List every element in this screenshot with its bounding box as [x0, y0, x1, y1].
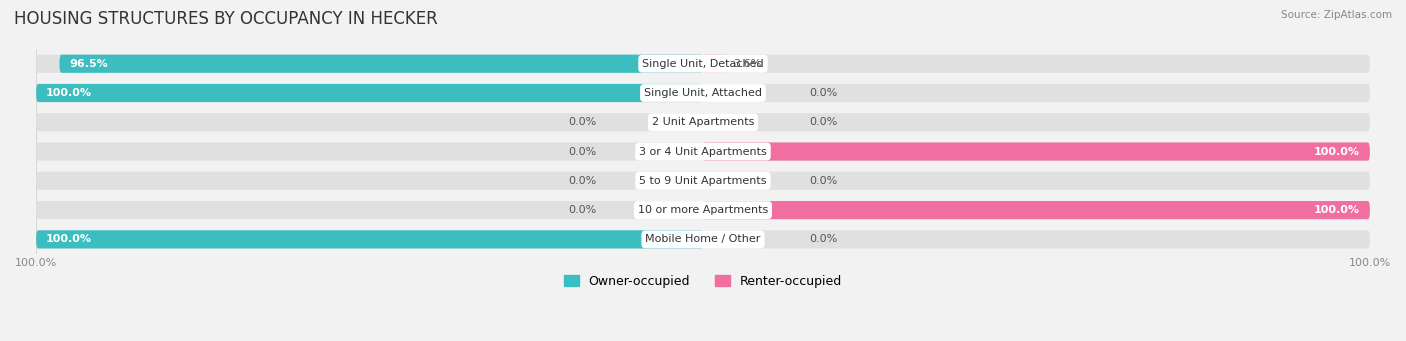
Text: 0.0%: 0.0%: [810, 234, 838, 244]
Text: HOUSING STRUCTURES BY OCCUPANCY IN HECKER: HOUSING STRUCTURES BY OCCUPANCY IN HECKE…: [14, 10, 437, 28]
Text: 3 or 4 Unit Apartments: 3 or 4 Unit Apartments: [640, 147, 766, 157]
Text: 100.0%: 100.0%: [46, 88, 93, 98]
Text: 0.0%: 0.0%: [810, 88, 838, 98]
Text: 2 Unit Apartments: 2 Unit Apartments: [652, 117, 754, 127]
Text: 3.6%: 3.6%: [734, 59, 762, 69]
Text: 0.0%: 0.0%: [568, 176, 596, 186]
FancyBboxPatch shape: [59, 55, 703, 73]
FancyBboxPatch shape: [37, 143, 1369, 161]
FancyBboxPatch shape: [37, 113, 1369, 131]
Text: 5 to 9 Unit Apartments: 5 to 9 Unit Apartments: [640, 176, 766, 186]
Text: Mobile Home / Other: Mobile Home / Other: [645, 234, 761, 244]
FancyBboxPatch shape: [37, 201, 1369, 219]
Text: Source: ZipAtlas.com: Source: ZipAtlas.com: [1281, 10, 1392, 20]
FancyBboxPatch shape: [37, 230, 1369, 249]
Text: 100.0%: 100.0%: [1313, 147, 1360, 157]
FancyBboxPatch shape: [37, 55, 1369, 73]
FancyBboxPatch shape: [37, 230, 703, 249]
Text: 0.0%: 0.0%: [810, 176, 838, 186]
Text: 0.0%: 0.0%: [568, 205, 596, 215]
FancyBboxPatch shape: [703, 143, 1369, 161]
Text: 10 or more Apartments: 10 or more Apartments: [638, 205, 768, 215]
FancyBboxPatch shape: [703, 201, 1369, 219]
Text: 96.5%: 96.5%: [69, 59, 108, 69]
FancyBboxPatch shape: [37, 84, 703, 102]
FancyBboxPatch shape: [703, 55, 727, 73]
Text: 100.0%: 100.0%: [1313, 205, 1360, 215]
Text: Single Unit, Attached: Single Unit, Attached: [644, 88, 762, 98]
FancyBboxPatch shape: [37, 172, 1369, 190]
Text: 0.0%: 0.0%: [568, 147, 596, 157]
Text: 0.0%: 0.0%: [810, 117, 838, 127]
Text: 100.0%: 100.0%: [46, 234, 93, 244]
Legend: Owner-occupied, Renter-occupied: Owner-occupied, Renter-occupied: [558, 270, 848, 293]
Text: 0.0%: 0.0%: [568, 117, 596, 127]
FancyBboxPatch shape: [37, 84, 1369, 102]
Text: Single Unit, Detached: Single Unit, Detached: [643, 59, 763, 69]
